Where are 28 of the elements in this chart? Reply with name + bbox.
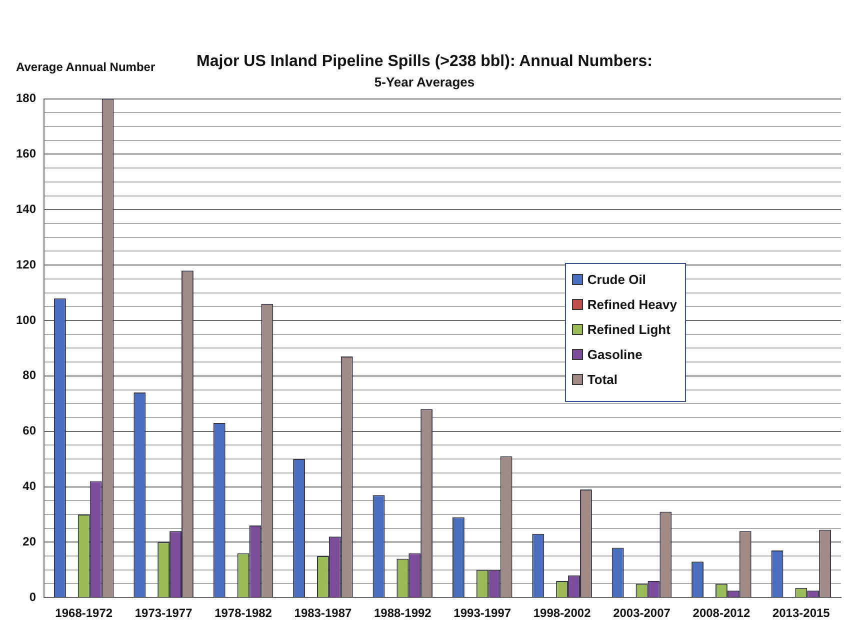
x-tick-label: 2008-2012 [692, 606, 750, 620]
legend-label: Refined Heavy [587, 297, 677, 312]
legend-label: Total [587, 372, 618, 387]
x-tick-label: 1993-1997 [454, 606, 512, 620]
y-tick-label: 160 [16, 146, 36, 161]
chart-title: Major US Inland Pipeline Spills (>238 bbl): Annual Numbers: [196, 53, 652, 70]
y-tick-label: 180 [16, 91, 36, 106]
legend-label: Gasoline [587, 347, 642, 362]
x-tick-label: 1973-1977 [134, 606, 193, 620]
x-tick-label: 1978-1982 [214, 606, 272, 620]
x-tick-label: 2003-2007 [613, 606, 671, 620]
x-tick-label: 1983-1987 [294, 606, 352, 620]
legend-label: Crude Oil [587, 272, 646, 287]
y-tick-label: 0 [29, 590, 36, 604]
y-tick-label: 100 [16, 312, 36, 327]
x-tick-label: 1988-1992 [374, 606, 432, 620]
y-tick-label: 120 [16, 257, 36, 272]
y-tick-label: 80 [22, 368, 36, 382]
chart-subtitle: 5-Year Averages [374, 74, 475, 90]
y-tick-label: 140 [16, 202, 36, 216]
y-tick-label: 40 [22, 479, 36, 494]
x-tick-label: 2013-2015 [772, 606, 830, 620]
y-axis-title: Average Annual Number [16, 60, 156, 74]
x-tick-label: 1998-2002 [533, 606, 592, 620]
legend-label: Refined Light [587, 322, 670, 337]
y-tick-label: 20 [22, 534, 36, 548]
x-tick-label: 1968-1972 [55, 606, 113, 620]
y-tick-label: 60 [22, 424, 36, 438]
